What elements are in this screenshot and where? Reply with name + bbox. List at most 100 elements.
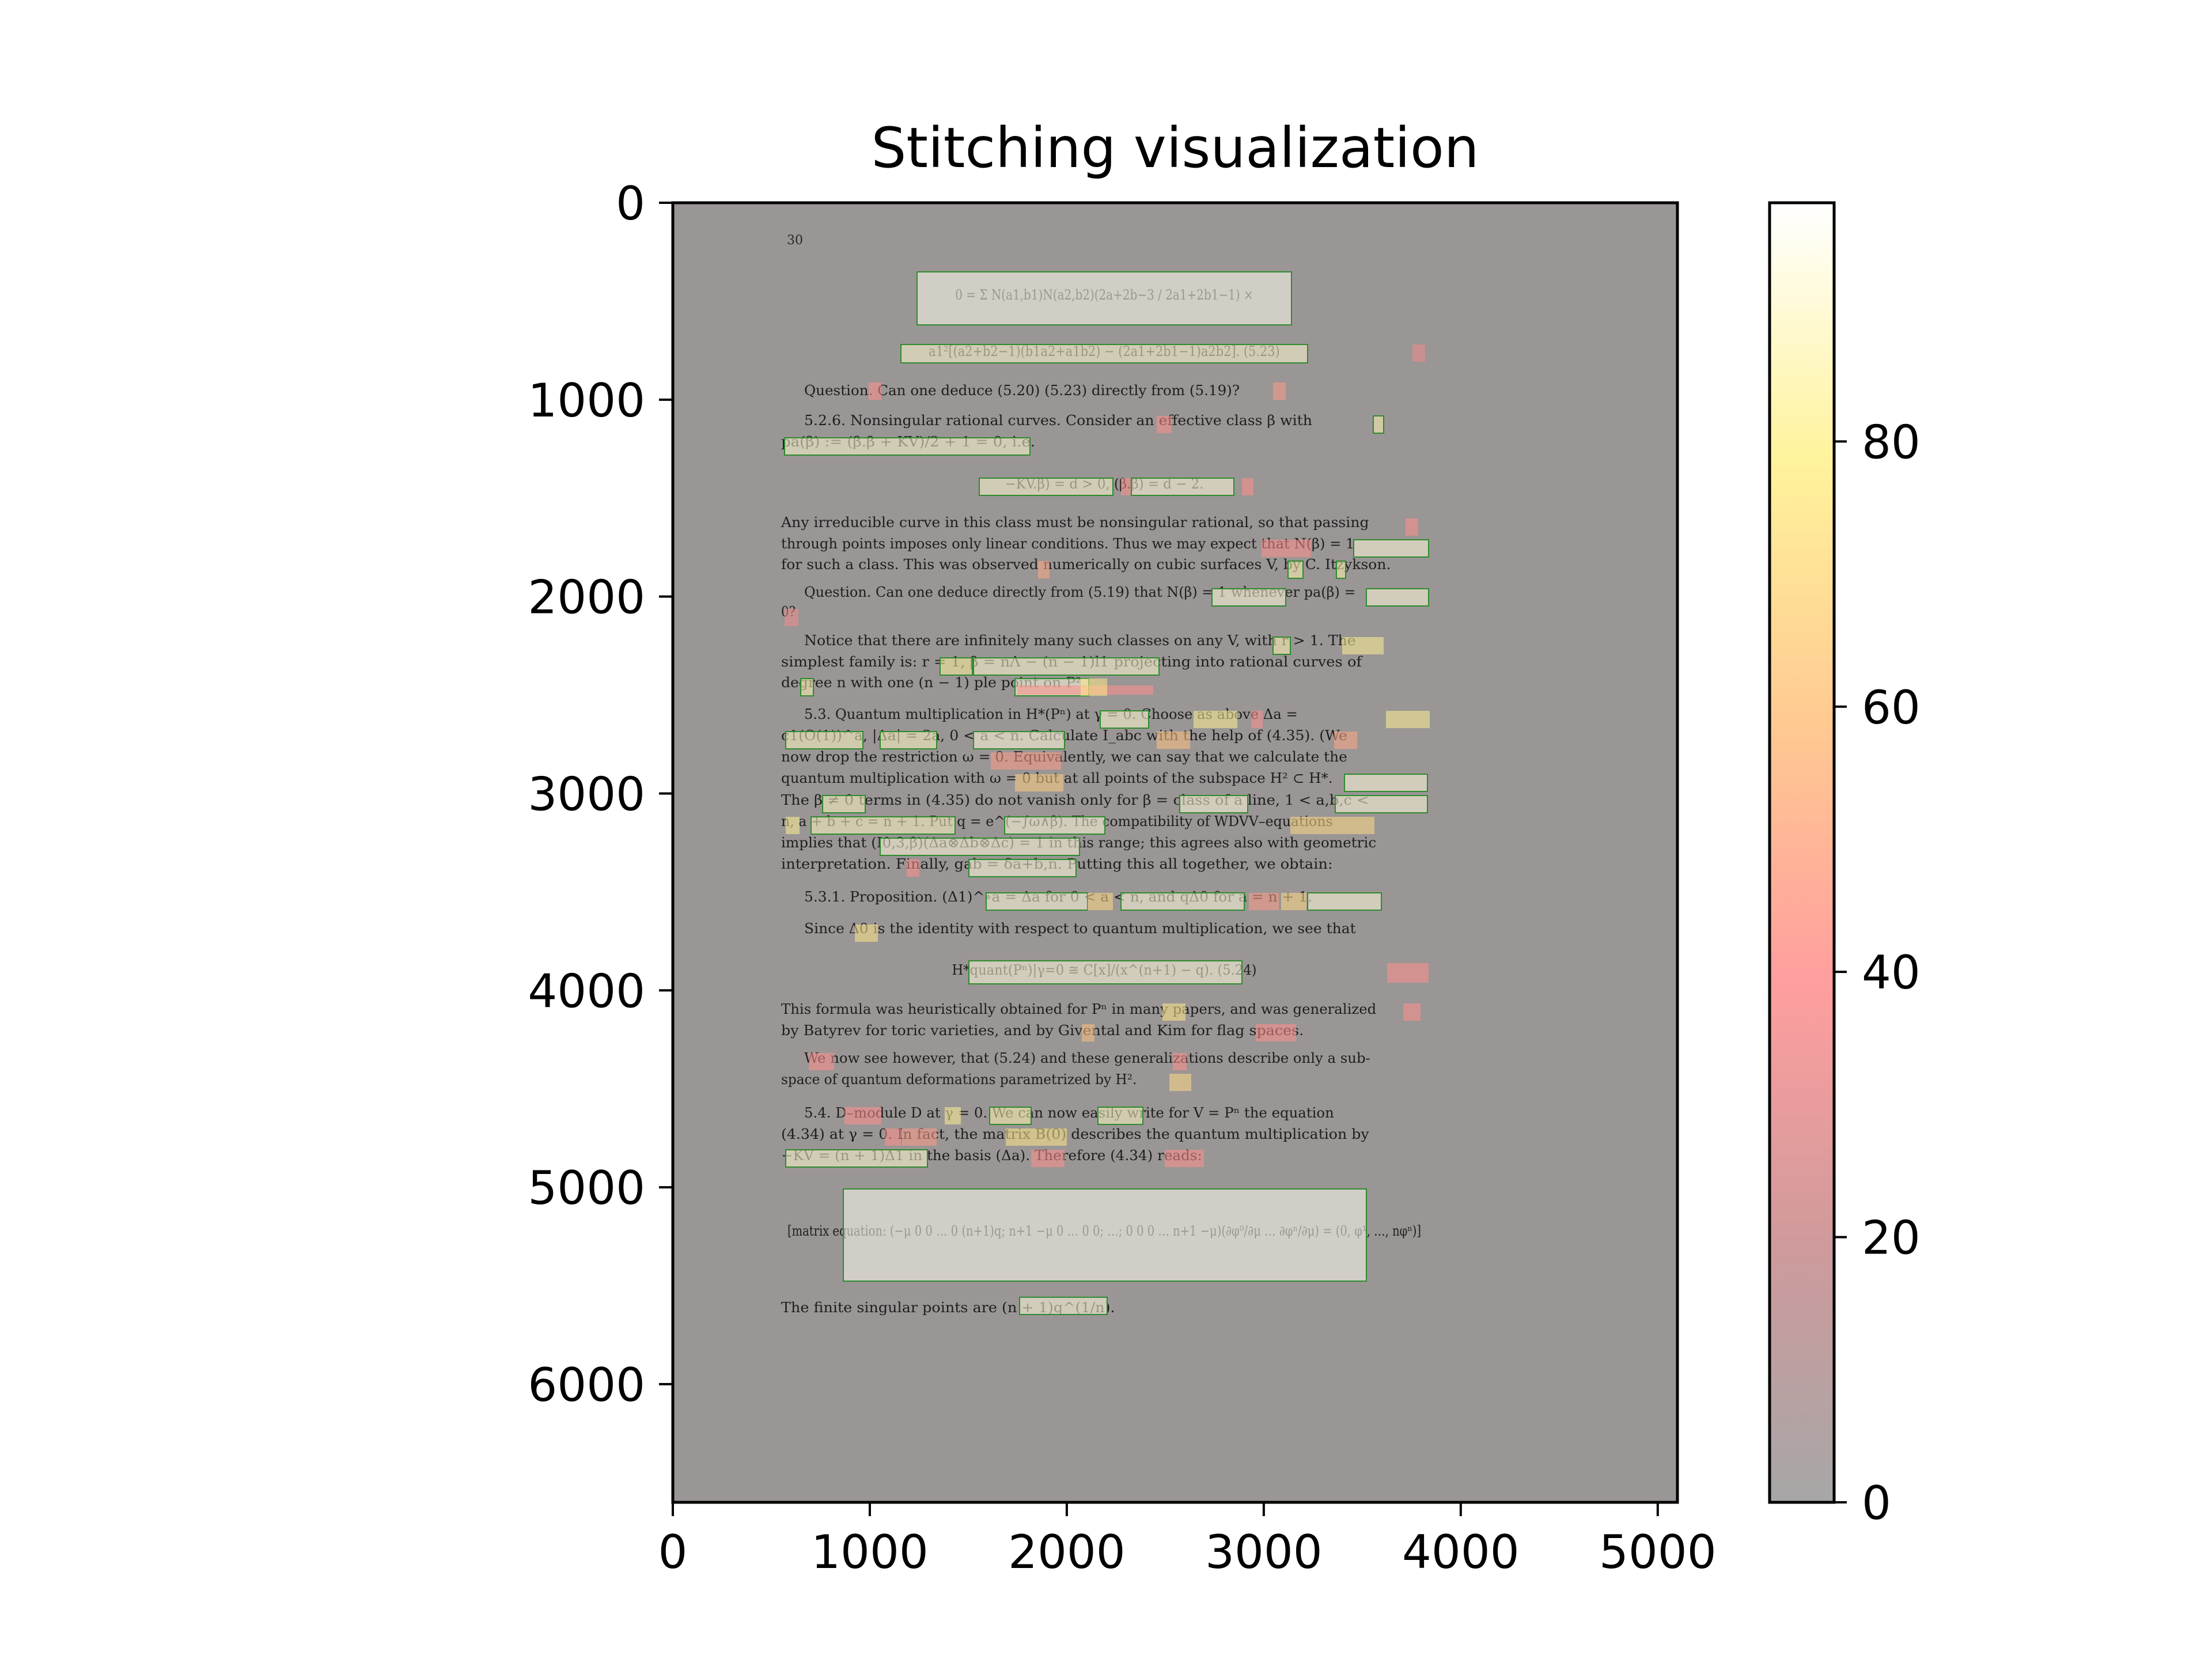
y-tick-label: 6000 — [528, 1358, 645, 1412]
stitch-box — [1256, 1024, 1296, 1041]
stitch-box — [1097, 1107, 1143, 1125]
page-text-line: Since Δ0 is the identity with respect to… — [804, 921, 1356, 937]
page-text-line: now drop the restriction ω = 0. Equivale… — [781, 749, 1347, 765]
stitch-box — [784, 437, 1031, 456]
stitch-box — [1121, 478, 1132, 495]
page-text-line: (4.34) at γ = 0. In fact, the matrix B(0… — [781, 1126, 1369, 1142]
stitch-box — [1406, 518, 1418, 536]
stitch-box — [785, 609, 798, 626]
stitch-box — [1157, 416, 1172, 433]
stitch-box — [991, 752, 1061, 770]
stitch-box — [1251, 711, 1263, 728]
stitch-box — [1373, 415, 1384, 434]
stitch-box — [1179, 795, 1248, 813]
stitch-box — [1344, 774, 1428, 792]
page-text-line: We now see however, that (5.24) and thes… — [804, 1050, 1370, 1066]
stitch-box — [786, 817, 800, 834]
stitch-box — [979, 478, 1113, 496]
stitch-box — [973, 657, 1160, 676]
x-tick-label: 5000 — [1599, 1525, 1717, 1579]
stitch-box — [902, 1128, 937, 1146]
colorbar-gradient — [1770, 203, 1834, 1502]
colorbar-tick-label: 20 — [1862, 1211, 1921, 1265]
image-panel: 300 = Σ N(a1,b1)N(a2,b2)(2a+2b−3 / 2a1+2… — [671, 201, 1679, 1504]
stitch-box — [1242, 478, 1253, 495]
stitch-box — [1412, 344, 1425, 362]
stitch-box — [1403, 1003, 1421, 1021]
stitch-box — [1387, 963, 1429, 983]
stitch-box — [822, 795, 866, 813]
stitch-box — [907, 859, 919, 877]
colorbar: 0 20 40 60 80 — [1768, 201, 1921, 1530]
stitch-box — [968, 859, 1077, 877]
stitch-box — [1165, 1150, 1204, 1167]
stitch-box — [885, 1128, 901, 1146]
stitch-box — [1081, 679, 1107, 696]
stitch-box — [1120, 892, 1245, 911]
stitch-box — [1353, 539, 1429, 558]
y-tick-label: 2000 — [528, 571, 645, 624]
stitch-box — [1004, 816, 1105, 835]
stitch-box — [1162, 1003, 1185, 1021]
x-axis: 0 1000 2000 3000 4000 5000 — [658, 1502, 1717, 1579]
stitch-box — [1088, 893, 1113, 910]
stitch-box — [940, 657, 973, 676]
stitch-box — [1173, 1053, 1187, 1070]
x-tick-label: 3000 — [1205, 1525, 1323, 1579]
colorbar-tick-label: 60 — [1862, 681, 1921, 734]
stitch-box — [1307, 892, 1382, 911]
page-text-line: 5.2.6. Nonsingular rational curves. Cons… — [804, 412, 1312, 429]
stitch-box — [880, 838, 1080, 856]
stitch-box — [1100, 710, 1149, 729]
colorbar-frame — [1768, 201, 1836, 1504]
stitch-box — [843, 1188, 1367, 1282]
y-tick-label: 1000 — [528, 374, 645, 427]
colorbar-ticks: 0 20 40 60 80 — [1834, 415, 1921, 1530]
colorbar-tick-label: 40 — [1862, 946, 1921, 999]
stitch-box — [800, 678, 814, 696]
page-number: 30 — [787, 233, 803, 248]
page-text-line: Notice that there are infinitely many su… — [804, 632, 1356, 649]
stitch-box — [1169, 1074, 1191, 1091]
stitch-box — [810, 816, 956, 835]
y-tick-label: 3000 — [528, 767, 645, 821]
y-tick-label: 0 — [616, 177, 645, 230]
chart-title: Stitching visualization — [871, 116, 1479, 180]
stitch-box — [1038, 561, 1050, 578]
x-tick-label: 1000 — [811, 1525, 929, 1579]
page-text-line: The β ≠ 0 terms in (4.35) do not vanish … — [781, 792, 1369, 808]
stitch-box — [968, 960, 1243, 984]
stitch-box — [1287, 560, 1304, 579]
stitch-box — [1336, 560, 1346, 579]
stitch-box — [1290, 817, 1374, 834]
x-tick-label: 0 — [658, 1525, 688, 1579]
stitch-box — [1131, 478, 1234, 496]
stitch-box — [986, 892, 1088, 911]
colorbar-tick-label: 0 — [1862, 1476, 1891, 1530]
stitch-box — [1211, 588, 1286, 607]
stitch-box — [1157, 732, 1190, 749]
stitch-box — [785, 731, 863, 749]
page-text-line: space of quantum deformations parametriz… — [781, 1071, 1137, 1088]
stitch-box — [1082, 1024, 1094, 1041]
stitch-box — [1272, 637, 1291, 655]
stitch-box — [855, 925, 878, 942]
page-text-line: Any irreducible curve in this class must… — [781, 514, 1369, 531]
stitch-box — [1335, 795, 1428, 813]
stitch-box — [809, 1053, 834, 1070]
axes-frame — [671, 201, 1679, 1504]
x-tick-label: 4000 — [1402, 1525, 1520, 1579]
stitch-box — [1334, 732, 1357, 749]
stitch-box — [973, 731, 1065, 749]
stitch-box — [1386, 711, 1430, 728]
page-content: 300 = Σ N(a1,b1)N(a2,b2)(2a+2b−3 / 2a1+2… — [781, 233, 1430, 1316]
page-text-line: by Batyrev for toric varieties, and by G… — [781, 1022, 1304, 1039]
y-tick-label: 4000 — [528, 964, 645, 1018]
stitch-box — [1342, 637, 1384, 654]
stitch-box — [916, 271, 1292, 325]
stitch-box — [1031, 1150, 1065, 1167]
stitch-box — [1015, 774, 1063, 791]
y-axis: 0 1000 2000 3000 4000 5000 6000 — [528, 177, 673, 1412]
page-text-line: 5.4. D–module D at γ = 0. We can now eas… — [804, 1105, 1334, 1121]
